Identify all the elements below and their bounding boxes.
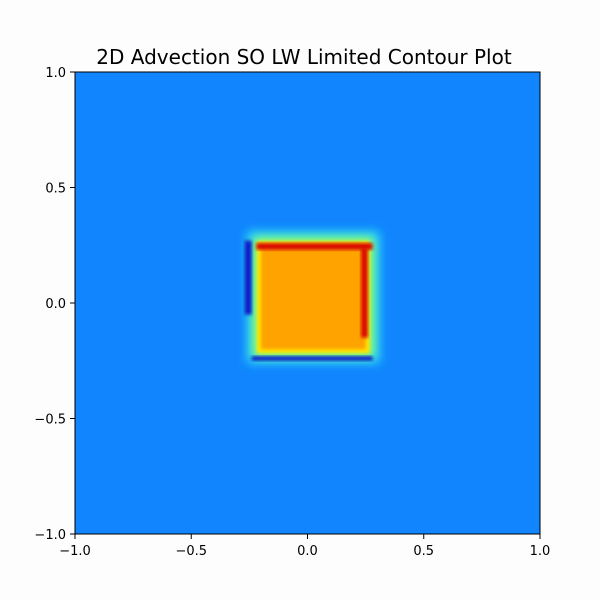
plot-area: [75, 72, 540, 534]
field-layer: [244, 231, 380, 364]
y-tick-label: −0.5: [34, 413, 66, 428]
y-tick-label: −1.0: [34, 528, 66, 543]
bottom-undershoot-band: [251, 356, 373, 361]
chart-title: 2D Advection SO LW Limited Contour Plot: [96, 45, 512, 69]
top-overshoot-band: [256, 242, 373, 250]
x-tick-label: 0.5: [413, 544, 434, 559]
y-tick-label: 1.0: [45, 66, 66, 81]
x-tick-label: 1.0: [530, 544, 551, 559]
plateau-region: [261, 245, 366, 350]
x-tick-label: 0.0: [297, 544, 318, 559]
y-tick-label: 0.0: [45, 297, 66, 312]
right-overshoot-band: [360, 247, 368, 338]
x-tick-label: −1.0: [59, 544, 91, 559]
x-tick-label: −0.5: [175, 544, 207, 559]
y-tick-label: 0.5: [45, 182, 66, 197]
y-axis: −1.0 −0.5 0.0 0.5 1.0: [34, 66, 75, 543]
x-axis: −1.0 −0.5 0.0 0.5 1.0: [59, 534, 550, 559]
left-undershoot-band: [244, 240, 252, 315]
